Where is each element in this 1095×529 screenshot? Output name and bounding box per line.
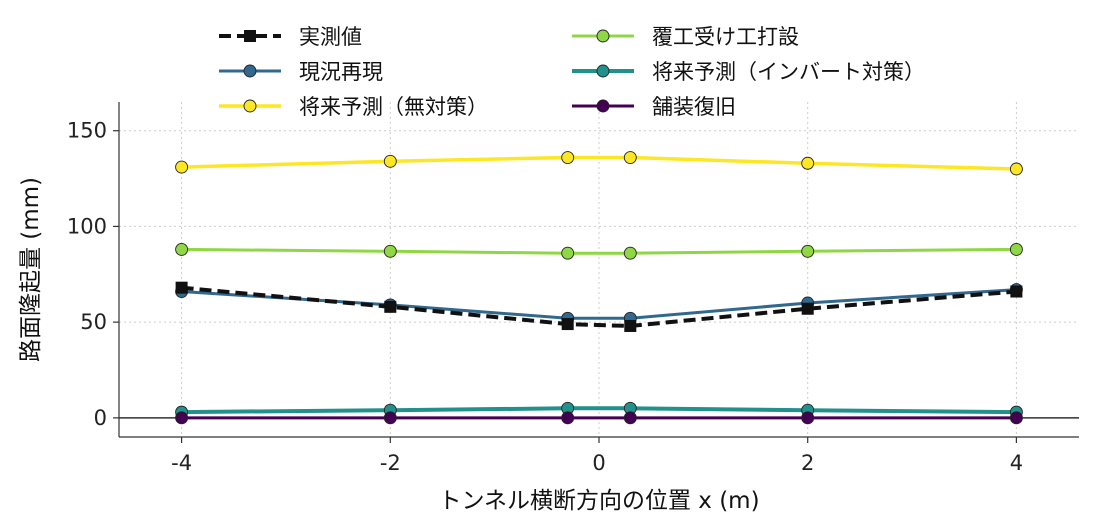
legend-item-5: 将来予測（インバート対策） (572, 60, 925, 84)
legend-label: 現況再現 (299, 60, 383, 84)
data-point (623, 246, 637, 260)
x-tick-label: -4 (171, 451, 192, 475)
y-tick-label: 100 (67, 214, 107, 238)
data-point (175, 242, 189, 256)
data-point (561, 411, 575, 425)
data-point (561, 246, 575, 260)
tick-labels: -4 -2 0 2 4 0 50 100 150 (67, 119, 1023, 475)
y-tick-label: 0 (94, 406, 107, 430)
series-line (181, 406, 1017, 415)
series-3 (175, 151, 1023, 176)
data-point (175, 281, 188, 294)
series-line (181, 155, 1017, 171)
legend-swatch-marker (596, 64, 610, 78)
data-point (383, 411, 397, 425)
axes (113, 102, 1079, 443)
legend-item-2: 現況再現 (219, 60, 383, 84)
series-line (181, 288, 1017, 320)
legend-label: 覆工受け工打設 (652, 25, 799, 49)
data-point (624, 319, 637, 332)
legend-item-3: 将来予測（無対策） (219, 95, 488, 119)
data-point (1010, 285, 1023, 298)
legend-label: 将来予測（インバート対策） (652, 60, 925, 84)
data-point (1009, 242, 1023, 256)
data-point (1009, 162, 1023, 176)
x-tick-label: -2 (380, 451, 401, 475)
data-point (384, 300, 397, 313)
data-point (801, 156, 815, 170)
legend-item-1: 実測値 (219, 25, 362, 49)
legend-label: 舗装復旧 (652, 95, 736, 119)
legend-swatch-marker (596, 29, 610, 43)
series-5 (175, 401, 1023, 419)
y-tick-label: 150 (67, 119, 107, 143)
data-point (1009, 411, 1023, 425)
legend-label: 将来予測（無対策） (299, 95, 488, 119)
data-point (175, 411, 189, 425)
x-tick-label: 4 (1010, 451, 1023, 475)
series-group (175, 151, 1023, 425)
data-point (175, 160, 189, 174)
x-tick-label: 2 (801, 451, 814, 475)
data-point (801, 411, 815, 425)
legend-swatch-marker (243, 99, 257, 113)
series-1 (175, 281, 1023, 332)
legend-item-4: 覆工受け工打設 (572, 25, 799, 49)
legend-swatch-marker (244, 30, 256, 42)
data-point (623, 411, 637, 425)
x-axis-label: トンネル横断方向の位置 x (m) (438, 488, 759, 514)
series-line (181, 247, 1017, 255)
legend-label: 実測値 (299, 25, 362, 49)
data-point (383, 244, 397, 258)
series-4 (175, 242, 1023, 260)
data-point (383, 154, 397, 168)
legend-swatch-marker (596, 99, 610, 113)
y-axis-label: 路面隆起量 (mm) (18, 177, 44, 362)
series-6 (175, 411, 1023, 425)
series-line (181, 285, 1017, 328)
legend-swatch-marker (243, 64, 257, 78)
data-point (801, 244, 815, 258)
legend-item-6: 舗装復旧 (572, 95, 736, 119)
data-point (561, 151, 575, 164)
data-point (561, 318, 574, 331)
x-tick-label: 0 (592, 451, 605, 475)
grid (119, 102, 1079, 437)
y-tick-label: 50 (80, 310, 107, 334)
data-point (623, 151, 637, 164)
data-point (801, 302, 814, 315)
